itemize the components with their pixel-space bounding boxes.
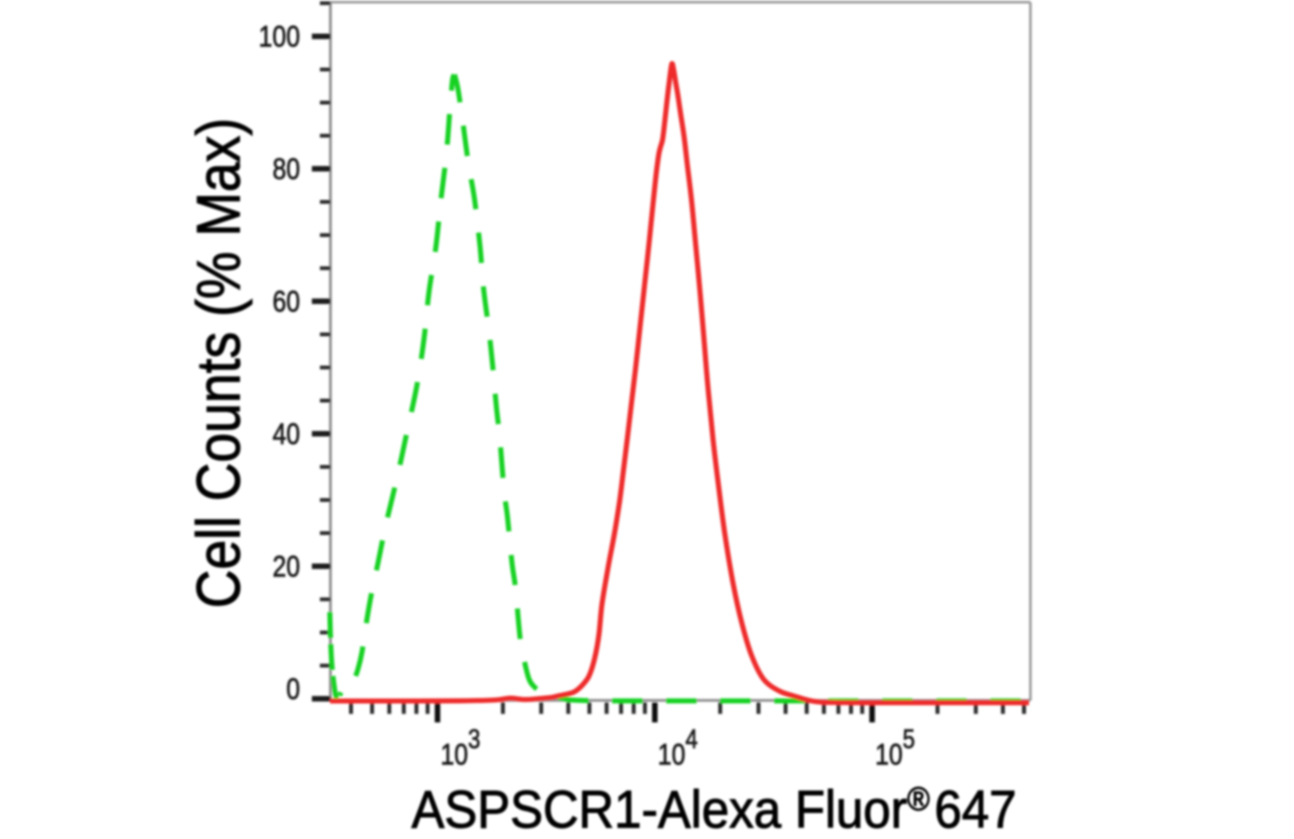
svg-text:Cell Counts (% Max): Cell Counts (% Max) bbox=[185, 118, 253, 608]
svg-text:80: 80 bbox=[272, 152, 300, 186]
svg-text:40: 40 bbox=[272, 417, 300, 451]
svg-text:0: 0 bbox=[286, 672, 300, 706]
svg-text:100: 100 bbox=[259, 20, 300, 54]
svg-text:60: 60 bbox=[272, 284, 300, 318]
svg-text:20: 20 bbox=[272, 549, 300, 583]
